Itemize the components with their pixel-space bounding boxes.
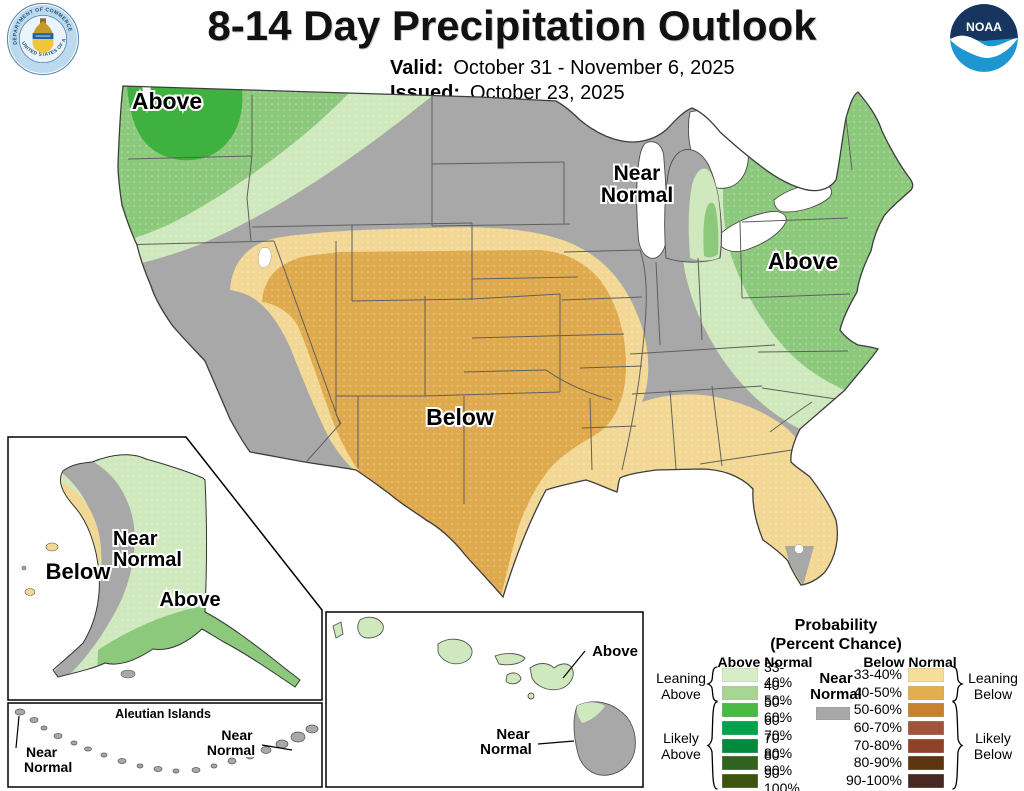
aleutian-left-label-2: Normal: [24, 759, 72, 775]
legend-near-normal-label: Near Normal: [810, 670, 862, 703]
aleutian-right-pointer-line: [261, 744, 293, 751]
legend-row: 70-80%: [802, 738, 944, 753]
legend-row: 33-40%: [722, 659, 792, 689]
washington-above-50-60-region: [127, 86, 243, 161]
legend-row: 33-40%: [802, 667, 944, 682]
niihau-island: [332, 621, 344, 639]
aleutian-region: Aleutian Islands Near Normal Near Normal: [14, 707, 319, 777]
big-island-above-tip: [576, 702, 605, 723]
lanai-island: [505, 672, 522, 685]
alaska-small-islands: [21, 542, 136, 679]
leaning-below-label: Leaning Below: [968, 670, 1018, 702]
aleutian-left-label-1: Near: [26, 744, 58, 760]
legend-row: 80-90%: [802, 755, 944, 770]
legend-row: 40-50%: [802, 685, 944, 700]
legend-row: 90-100%: [722, 765, 800, 791]
hawaii-islands: [332, 616, 574, 700]
legend-title: Probability (Percent Chance): [650, 616, 1022, 654]
probability-legend: Probability (Percent Chance) Above Norma…: [650, 612, 1022, 791]
label-ne-above: Above: [768, 248, 838, 274]
legend-row: 50-60%: [722, 694, 792, 724]
legend-row: 80-90%: [722, 747, 792, 777]
label-near-normal-1: Near: [614, 162, 661, 185]
above-normal-header: Above Normal: [717, 654, 813, 670]
noaa-upper-half: [950, 4, 1018, 41]
legend-row: 60-70%: [722, 712, 792, 742]
commerce-seal-graphic: DEPARTMENT OF COMMERCE UNITED STATES OF …: [4, 0, 80, 76]
oahu-island: [437, 638, 473, 665]
aleutian-islands-chain: [14, 708, 319, 774]
lake-erie: [715, 211, 787, 252]
noaa-wordmark: NOAA: [966, 20, 1002, 34]
leaning-below-brace: [952, 666, 964, 702]
label-near-normal-2: Normal: [601, 184, 673, 207]
valid-row: Valid: October 31 - November 6, 2025: [390, 56, 735, 81]
label-nw-above: Above: [132, 88, 202, 114]
legend-row: 60-70%: [802, 720, 944, 735]
leaning-above-brace: [706, 666, 718, 702]
likely-below-label: Likely Below: [973, 730, 1013, 762]
south-florida-near-normal: [785, 546, 814, 586]
label-hawaii-near-2: Normal: [480, 741, 532, 758]
label-hawaii-near-1: Near: [496, 726, 530, 743]
molokai-island: [494, 653, 526, 666]
puget-sound: [142, 86, 151, 114]
hawaii-region: Above Near Normal: [332, 616, 640, 776]
aleutian-inset-box: [7, 702, 323, 788]
aleutian-left-pointer-line: [15, 715, 20, 749]
aleutian-right-label-1: Near: [221, 727, 253, 743]
label-hawaii-above: Above: [592, 643, 638, 660]
legend-row: 70-80%: [722, 730, 792, 760]
kauai-island: [357, 616, 384, 639]
michigan-lower-peninsula: [664, 149, 722, 263]
label-alaska-near-2: Normal: [113, 549, 182, 571]
alaska-near-normal-band: [53, 460, 135, 678]
department-of-commerce-seal: DEPARTMENT OF COMMERCE UNITED STATES OF …: [4, 0, 80, 76]
kahoolawe-island: [527, 692, 535, 700]
big-island-near-normal: [573, 701, 636, 776]
leaning-above-label: Leaning Above: [656, 670, 706, 702]
state-borders: [118, 95, 853, 504]
legend-row: 90-100%: [802, 773, 944, 788]
likely-above-label: Likely Above: [661, 730, 701, 762]
maui-island: [529, 663, 574, 691]
validity-block: Valid: October 31 - November 6, 2025 Iss…: [390, 56, 735, 106]
near-normal-swatch: [816, 707, 850, 720]
valid-label: Valid:: [390, 57, 444, 79]
aleutian-title: Aleutian Islands: [115, 707, 211, 721]
below-normal-header: Below Normal: [863, 654, 957, 670]
great-salt-lake: [258, 247, 272, 268]
hawaii-near-pointer-line: [537, 740, 575, 745]
aleutian-right-label-2: Normal: [207, 742, 255, 758]
conus-region: Above Near Normal Above Below: [117, 85, 914, 598]
noaa-logo-graphic: NOAA: [950, 4, 1018, 72]
valid-value: October 31 - November 6, 2025: [453, 57, 735, 79]
likely-above-brace: [706, 701, 718, 790]
likely-below-brace: [952, 701, 964, 790]
noaa-seabird-icon: [950, 35, 1018, 58]
label-alaska-below: Below: [46, 559, 112, 584]
noaa-logo: NOAA: [948, 2, 1020, 74]
label-alaska-near-1: Near: [113, 528, 158, 550]
page-title: 8-14 Day Precipitation Outlook: [207, 2, 817, 49]
legend-title-line1: Probability: [794, 617, 878, 634]
seal-eagle: [33, 21, 53, 34]
lake-michigan: [636, 141, 668, 259]
legend-row: 50-60%: [802, 702, 944, 717]
label-below: Below: [426, 404, 494, 430]
legend-title-line2: (Percent Chance): [770, 636, 902, 653]
hawaii-above-pointer-line: [562, 650, 586, 679]
lake-okeechobee: [794, 544, 804, 554]
label-alaska-above: Above: [159, 589, 220, 611]
legend-row: 40-50%: [722, 677, 792, 707]
